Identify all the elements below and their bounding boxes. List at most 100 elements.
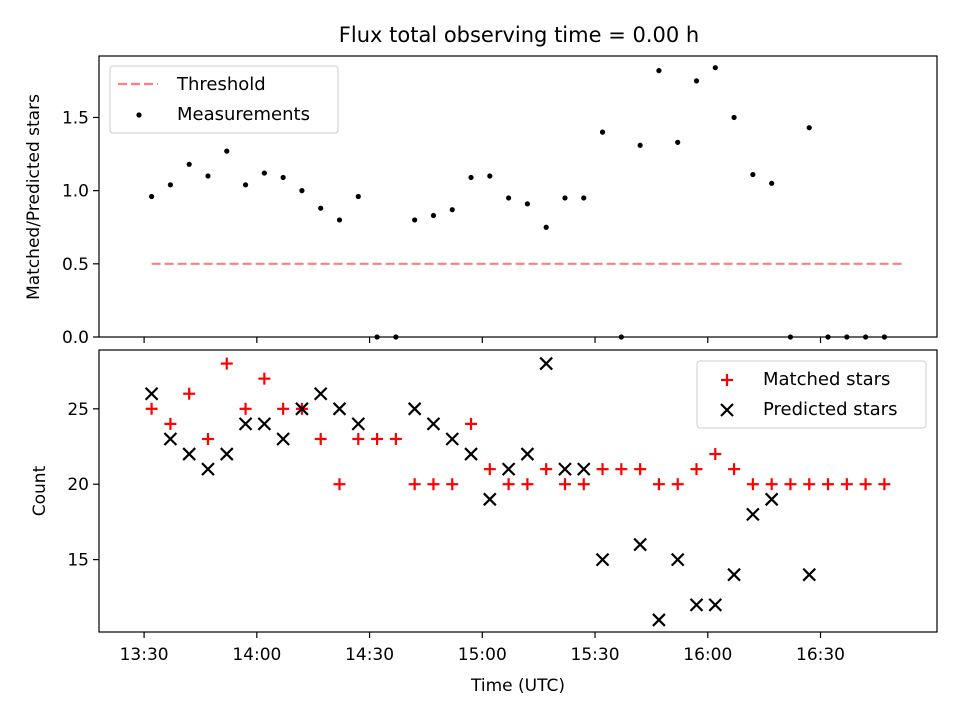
measurement-point — [543, 224, 549, 230]
predicted-point — [708, 598, 723, 612]
matched-point — [765, 478, 778, 491]
predicted-point — [501, 462, 516, 476]
legend-measurements-swatch — [136, 112, 142, 118]
x-tick-label: 14:30 — [345, 645, 394, 665]
measurement-point — [806, 125, 812, 131]
legend-measurements-label: Measurements — [177, 104, 310, 125]
measurement-point — [712, 65, 718, 71]
measurement-point — [750, 171, 756, 178]
measurement-point — [242, 182, 249, 188]
measurement-point — [318, 205, 324, 211]
predicted-point — [727, 567, 741, 582]
predicted-point — [689, 598, 704, 612]
matched-point — [183, 387, 196, 400]
matched-point — [389, 432, 402, 445]
matched-point — [314, 432, 327, 445]
measurement-point — [468, 174, 474, 181]
matched-point — [746, 478, 759, 491]
measurement-point — [581, 195, 587, 201]
legend-predicted-swatch — [720, 403, 734, 417]
measurement-point — [863, 334, 869, 340]
matched-point — [784, 478, 797, 491]
matched-point — [446, 478, 459, 491]
bottom-panel: 15 20 25 13:30 14:00 14:30 15:00 15:30 16:00 16:… — [30, 349, 938, 696]
measurement-point — [355, 193, 361, 200]
bottom-y-axis-label: Count — [30, 465, 50, 516]
matched-point — [145, 402, 158, 415]
matched-point — [371, 432, 384, 445]
measurement-point — [506, 195, 512, 201]
predicted-point — [464, 447, 478, 461]
matched-stars-series — [145, 357, 891, 491]
predicted-point — [182, 447, 196, 461]
measurement-point — [449, 207, 455, 213]
top-y-tick-label: 1.5 — [62, 108, 89, 128]
matched-point — [201, 432, 214, 445]
predicted-point — [426, 417, 441, 431]
matched-point — [634, 463, 647, 476]
predicted-point — [351, 417, 366, 431]
measurement-point — [787, 334, 794, 340]
top-y-tick-label: 1.0 — [62, 182, 89, 202]
matched-point — [277, 402, 290, 415]
top-y-axis: 0.0 0.5 1.0 1.5 — [62, 108, 99, 348]
predicted-point — [520, 447, 535, 461]
predicted-point — [219, 447, 234, 461]
top-y-tick-label: 0.5 — [62, 255, 89, 275]
legend-matched-swatch — [721, 374, 733, 386]
matched-point — [859, 478, 872, 491]
measurement-point — [412, 217, 418, 223]
legend-matched-label: Matched stars — [763, 369, 890, 390]
predicted-point — [483, 492, 497, 507]
matched-point — [671, 478, 684, 491]
predicted-point — [539, 356, 553, 371]
bottom-legend: Matched stars Predicted stars — [696, 360, 927, 429]
matched-point — [540, 463, 553, 476]
measurement-point — [881, 334, 887, 340]
top-y-axis-label: Matched/Predicted stars — [24, 94, 44, 300]
predicted-point — [633, 537, 647, 552]
legend-predicted-label: Predicted stars — [763, 399, 897, 420]
matched-point — [558, 478, 571, 491]
measurement-point — [205, 173, 211, 179]
bottom-y-tick-label: 20 — [67, 475, 89, 495]
matched-point — [239, 402, 252, 415]
matched-point — [408, 478, 421, 491]
matched-point — [521, 478, 534, 491]
measurement-point — [524, 201, 530, 207]
bottom-y-tick-label: 25 — [67, 400, 89, 420]
x-tick-label: 15:30 — [571, 645, 620, 665]
measurement-point — [186, 161, 192, 167]
measurement-point — [167, 182, 173, 188]
predicted-point — [257, 417, 272, 431]
matched-point — [709, 448, 722, 461]
measurement-point — [731, 114, 737, 121]
bottom-x-axis: 13:30 14:00 14:30 15:00 15:30 16:00 16:30 — [120, 632, 845, 665]
top-panel: 0.0 0.5 1.0 1.5 Matched/Predicted stars Thr… — [24, 55, 938, 348]
predicted-point — [313, 386, 328, 401]
bottom-y-tick-label: 15 — [67, 551, 89, 571]
predicted-point — [764, 492, 779, 507]
x-tick-label: 14:00 — [232, 645, 281, 665]
top-legend: Threshold Measurements — [109, 65, 339, 134]
measurement-point — [280, 174, 286, 181]
predicted-point — [276, 432, 290, 446]
measurement-point — [374, 334, 380, 340]
matched-point — [164, 417, 177, 430]
predicted-point — [746, 507, 760, 522]
measurement-point — [693, 78, 700, 84]
predicted-point — [332, 402, 347, 416]
matched-point — [220, 357, 233, 370]
predicted-point — [802, 567, 817, 582]
measurements-series — [149, 65, 887, 340]
matched-point — [803, 478, 816, 491]
matched-point — [333, 478, 346, 491]
matched-point — [258, 372, 271, 385]
matched-point — [652, 478, 665, 491]
matched-point — [822, 478, 835, 491]
measurement-point — [656, 68, 662, 74]
predicted-point — [558, 462, 572, 476]
top-x-ticks — [143, 337, 822, 343]
matched-point — [502, 478, 515, 491]
predicted-point — [576, 462, 591, 476]
